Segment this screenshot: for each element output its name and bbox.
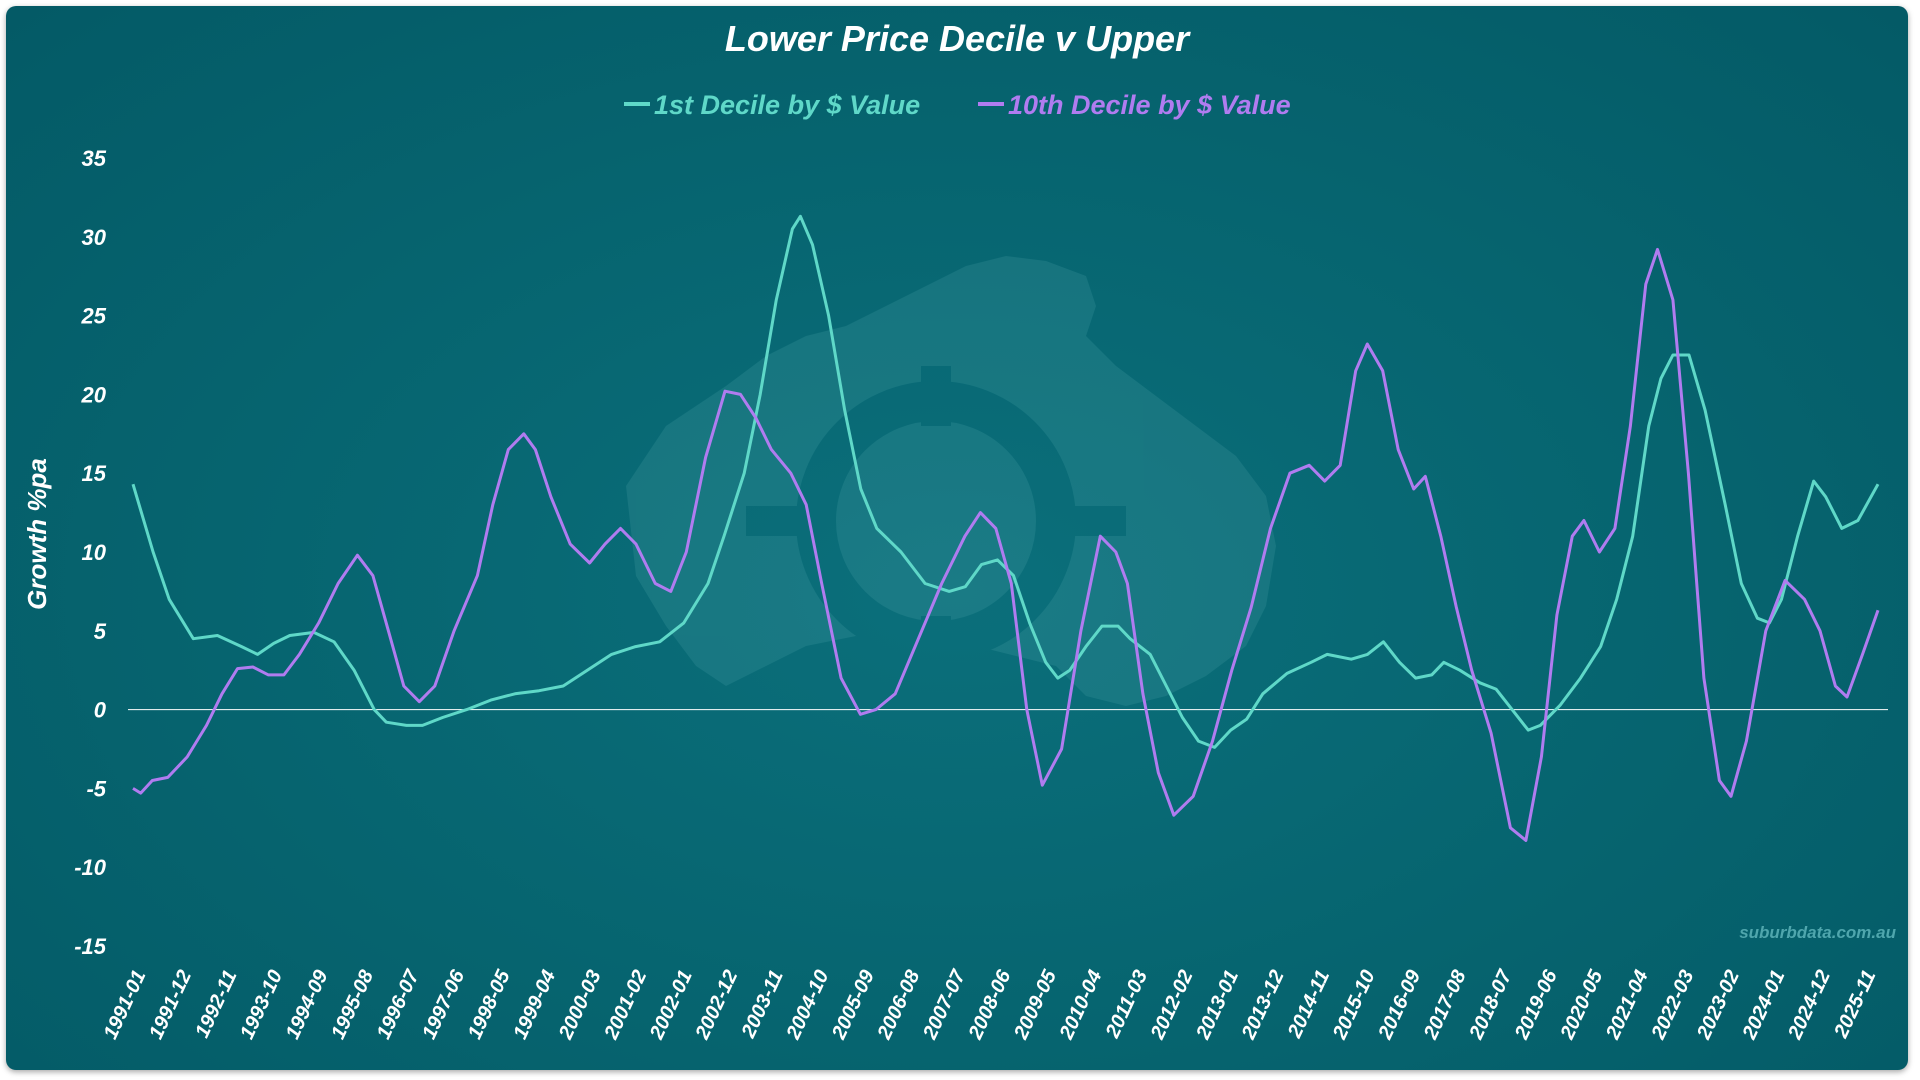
x-tick-label: 2013-12 [1237,967,1288,1044]
y-tick-label: 0 [94,698,107,723]
x-tick-label: 2024-01 [1738,967,1789,1044]
x-tick-label: 2014-11 [1283,967,1334,1042]
y-tick-label: 25 [81,304,107,329]
y-tick-label: -15 [74,934,107,959]
y-tick-label: 5 [94,619,107,644]
y-tick-label: -5 [86,776,106,801]
x-tick-label: 2020-05 [1556,966,1608,1044]
x-tick-label: 2019-06 [1510,966,1562,1044]
x-tick-label: 2015-10 [1328,967,1379,1044]
x-tick-label: 2013-01 [1192,967,1243,1044]
y-axis-label: Growth %pa [22,458,52,610]
x-tick-label: 1992-11 [191,967,241,1041]
y-axis-ticks: 35 30 25 20 15 10 5 0 -5 -10 -15 [74,146,107,959]
legend: 1st Decile by $ Value 10th Decile by $ Va… [624,90,1291,120]
x-axis-ticks: 1991-011991-121992-111993-101994-091995-… [100,966,1881,1044]
legend-label-2: 10th Decile by $ Value [1008,90,1291,120]
x-tick-label: 2001-02 [600,967,651,1044]
x-tick-label: 2005-09 [828,966,880,1044]
x-tick-label: 2008-06 [964,966,1016,1044]
x-tick-label: 2003-11 [737,967,788,1042]
series-layer [131,214,1880,842]
x-tick-label: 1999-04 [509,967,560,1043]
x-tick-label: 2017-08 [1419,966,1471,1044]
x-tick-label: 2006-08 [873,966,925,1044]
chart-title: Lower Price Decile v Upper [725,18,1191,59]
x-tick-label: 2004-10 [782,967,833,1044]
x-tick-label: 2021-04 [1602,967,1653,1044]
x-tick-label: 2000-03 [554,967,605,1044]
x-tick-label: 1995-08 [327,966,378,1043]
y-tick-label: 30 [82,225,107,250]
x-tick-label: 1997-06 [418,966,469,1043]
y-tick-label: 35 [82,146,107,171]
watermark-text: suburbdata.com.au [1739,923,1896,942]
x-tick-label: 1994-09 [282,966,333,1043]
x-tick-label: 2018-07 [1465,966,1517,1044]
x-tick-label: 2007-07 [919,966,971,1044]
x-tick-label: 2016-09 [1374,966,1426,1044]
y-tick-label: 10 [82,540,107,565]
legend-label-1: 1st Decile by $ Value [654,90,920,120]
x-tick-label: 2010-04 [1055,967,1106,1044]
x-tick-label: 2011-03 [1101,967,1152,1042]
x-tick-label: 2012-02 [1146,967,1197,1044]
x-tick-label: 2024-12 [1784,967,1835,1044]
x-tick-label: 1991-12 [145,967,196,1043]
x-tick-label: 1993-10 [236,967,287,1043]
x-tick-label: 2002-12 [691,967,742,1044]
x-tick-label: 2025-11 [1830,967,1881,1042]
series-line-2 [132,247,1880,842]
x-tick-label: 2009-05 [1010,966,1062,1044]
y-tick-label: 20 [81,382,107,407]
line-chart: Lower Price Decile v Upper 1st Decile by… [22,18,1897,1044]
y-tick-label: -10 [74,855,107,880]
x-tick-label: 2022-03 [1647,967,1698,1044]
x-tick-label: 2002-01 [645,967,696,1044]
series-line-1 [131,214,1880,749]
x-tick-label: 1991-01 [100,967,151,1043]
x-tick-label: 2023-02 [1693,967,1744,1044]
x-tick-label: 1996-07 [373,966,424,1043]
x-tick-label: 1998-05 [464,966,515,1043]
australia-watermark-logo [626,256,1276,706]
y-tick-label: 15 [82,461,107,486]
chart-panel: Lower Price Decile v Upper 1st Decile by… [6,6,1908,1070]
